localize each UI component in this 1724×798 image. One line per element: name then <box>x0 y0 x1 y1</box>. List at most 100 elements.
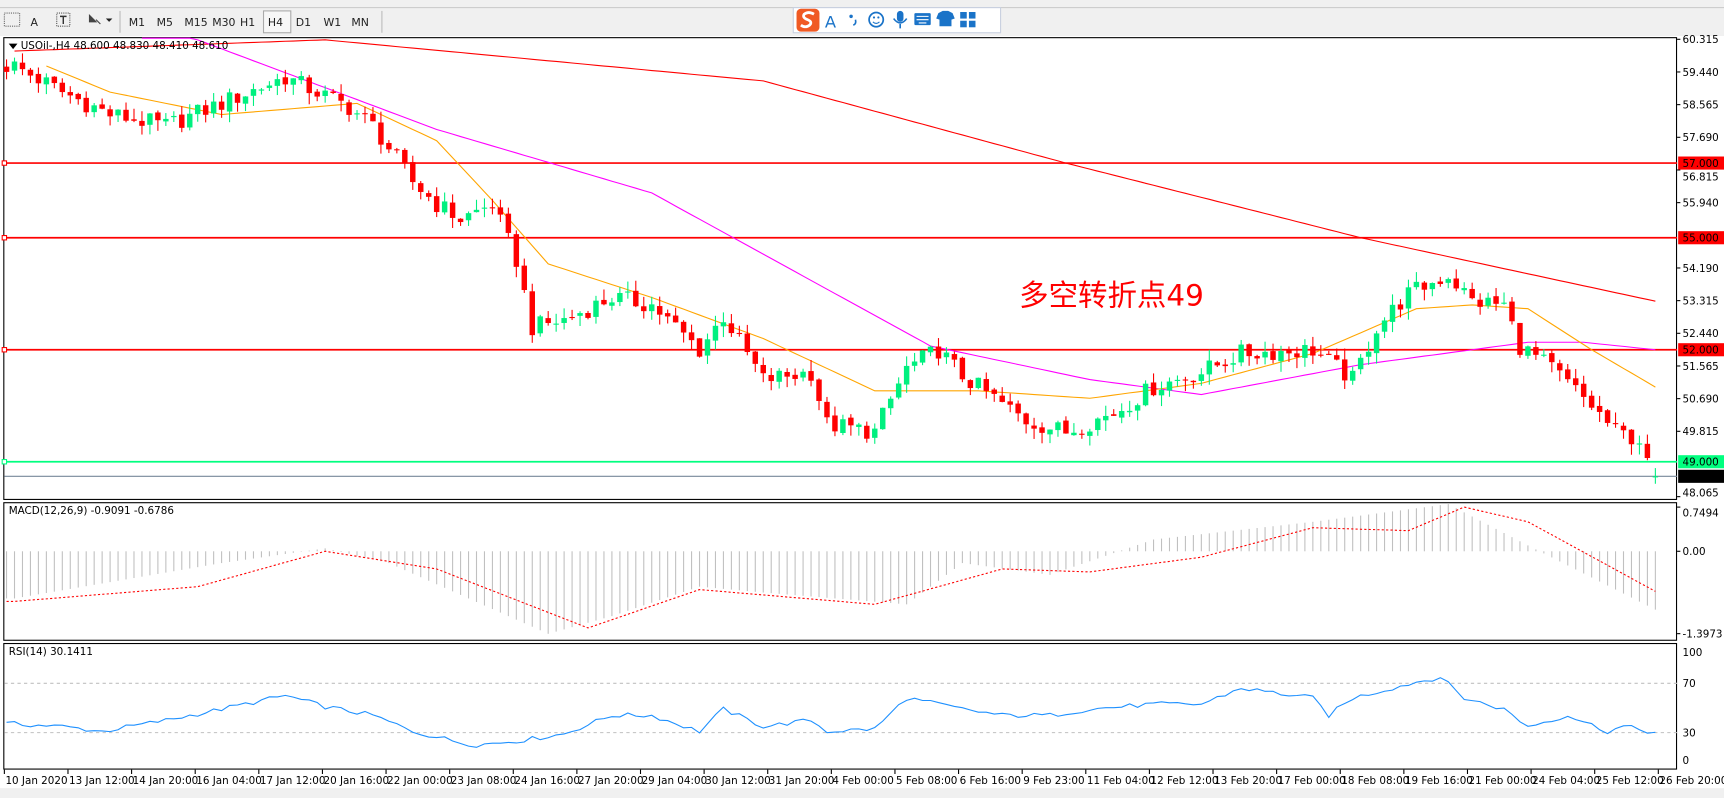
bull-candle-body <box>91 105 97 113</box>
bear-candle-body <box>1254 356 1260 359</box>
candle <box>322 85 328 103</box>
timeframe-button-w1[interactable]: W1 <box>324 16 342 29</box>
keyboard-icon[interactable] <box>914 13 931 26</box>
chart-menu-triangle-icon[interactable] <box>8 43 18 50</box>
bear-candle-body <box>489 207 496 209</box>
line-anchor-handle <box>1 347 8 353</box>
candle <box>792 368 798 386</box>
candle <box>1572 368 1579 392</box>
bear-candle-body <box>179 114 185 128</box>
candle <box>19 53 26 76</box>
arrows-tool-icon[interactable] <box>88 13 113 25</box>
bear-candle-body <box>1596 405 1603 412</box>
candle <box>903 356 910 393</box>
rsi-tick-label: 0 <box>1683 755 1690 767</box>
candle <box>1397 299 1404 318</box>
bear-candle-body <box>744 333 751 353</box>
timeframe-button-h4[interactable]: H4 <box>268 16 283 29</box>
candle <box>1118 403 1125 424</box>
bull-candle-body <box>194 104 201 115</box>
rsi-panel[interactable] <box>3 642 1678 770</box>
timeframe-button-m1[interactable]: M1 <box>129 16 145 29</box>
candle <box>1047 429 1053 444</box>
price-tick-label: 58.565 <box>1683 99 1719 111</box>
price-tick-label: 49.815 <box>1683 426 1719 438</box>
sogou-logo-icon[interactable] <box>796 8 820 32</box>
macd-tick-label: -1.3973 <box>1683 628 1723 640</box>
timeframe-button-m15[interactable]: M15 <box>184 16 207 29</box>
candle <box>1190 380 1197 389</box>
bear-candle-body <box>585 312 591 318</box>
candle <box>1278 345 1284 372</box>
text-tool-icon[interactable]: A <box>31 16 39 29</box>
price-tick-label: 53.315 <box>1683 295 1719 307</box>
candle <box>808 360 814 387</box>
candle <box>226 88 233 123</box>
bear-candle-body <box>1604 410 1611 423</box>
bear-candle-body <box>202 105 209 115</box>
candle <box>967 379 974 396</box>
candle <box>27 67 34 83</box>
candle <box>1254 354 1260 365</box>
emoji-icon[interactable] <box>868 11 885 28</box>
bear-candle-body <box>545 318 551 324</box>
price-level-label: 57.000 <box>1683 158 1719 170</box>
candle <box>314 89 320 102</box>
candle <box>1103 405 1109 431</box>
price-level-tag <box>1678 343 1724 357</box>
bear-candle-body <box>1557 363 1563 371</box>
candle <box>258 88 265 95</box>
skin-shirt-icon[interactable] <box>936 10 955 27</box>
bull-candle-body <box>593 300 599 317</box>
candle <box>1501 292 1507 305</box>
bear-candle-body <box>1572 378 1579 386</box>
timeframe-button-mn[interactable]: MN <box>351 16 369 29</box>
rsi-chart <box>4 677 1678 748</box>
toolbox-grid-icon[interactable] <box>960 12 976 28</box>
bear-candle-body <box>1517 322 1523 355</box>
bear-candle-body <box>728 323 735 334</box>
crosshair-tool-icon[interactable] <box>3 12 21 27</box>
date-tick-label: 24 Jan 16:00 <box>514 775 580 787</box>
candle <box>959 356 966 383</box>
candle <box>210 93 217 118</box>
candle <box>418 181 424 200</box>
timeframe-button-d1[interactable]: D1 <box>296 16 311 29</box>
text-label-tool-icon[interactable] <box>56 12 71 27</box>
timeframe-button-h1[interactable]: H1 <box>240 16 255 29</box>
date-tick-label: 24 Feb 04:00 <box>1532 775 1600 787</box>
candle <box>1326 350 1332 356</box>
candle <box>951 351 958 368</box>
date-tick-label: 29 Jan 04:00 <box>642 775 708 787</box>
candle <box>680 320 687 343</box>
date-tick-label: 11 Feb 04:00 <box>1087 775 1155 787</box>
macd-panel[interactable] <box>3 502 1678 641</box>
candle <box>1365 341 1372 365</box>
candle <box>704 333 711 364</box>
timeframe-button-m5[interactable]: M5 <box>157 16 173 29</box>
date-tick-label: 30 Jan 12:00 <box>705 775 771 787</box>
candle <box>1517 322 1523 358</box>
main-chart-panel[interactable] <box>3 37 1678 500</box>
bear-candle-body <box>569 316 575 319</box>
microphone-icon[interactable] <box>892 10 908 29</box>
bear-candle-body <box>449 202 456 218</box>
candle <box>75 92 81 105</box>
candle <box>378 111 384 154</box>
bull-candle-body <box>919 350 926 363</box>
ime-language-icon[interactable]: A <box>825 12 837 31</box>
candle <box>1134 403 1141 421</box>
bull-candle-body <box>776 370 782 382</box>
bear-candle-body <box>75 93 81 100</box>
bear-candle-body <box>808 371 814 381</box>
date-tick-label: 17 Jan 12:00 <box>260 775 326 787</box>
punctuation-icon[interactable] <box>849 14 857 26</box>
date-tick-label: 31 Jan 20:00 <box>769 775 835 787</box>
bull-candle-body <box>1357 357 1364 370</box>
bear-candle-body <box>824 401 830 418</box>
annotation-text[interactable]: 多空转折点49 <box>1019 279 1204 313</box>
moving-average-mid <box>141 37 1656 396</box>
bull-candle-body <box>1118 411 1125 418</box>
timeframe-button-m30[interactable]: M30 <box>212 16 235 29</box>
